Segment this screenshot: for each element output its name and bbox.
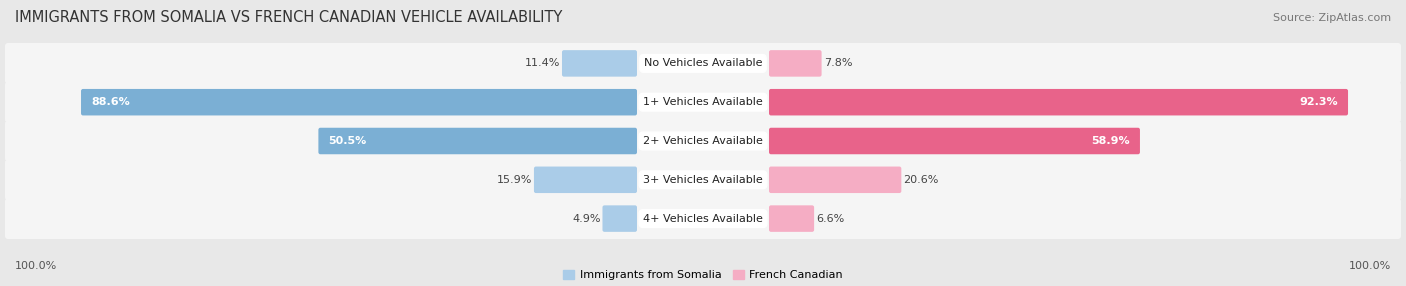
FancyBboxPatch shape [6, 82, 1400, 123]
Text: 2+ Vehicles Available: 2+ Vehicles Available [643, 136, 763, 146]
FancyBboxPatch shape [603, 205, 637, 232]
Text: 3+ Vehicles Available: 3+ Vehicles Available [643, 175, 763, 185]
Text: 7.8%: 7.8% [824, 58, 852, 68]
Text: 100.0%: 100.0% [15, 261, 58, 271]
FancyBboxPatch shape [769, 50, 821, 77]
Text: 58.9%: 58.9% [1091, 136, 1130, 146]
Text: IMMIGRANTS FROM SOMALIA VS FRENCH CANADIAN VEHICLE AVAILABILITY: IMMIGRANTS FROM SOMALIA VS FRENCH CANADI… [15, 11, 562, 25]
FancyBboxPatch shape [6, 198, 1400, 239]
FancyBboxPatch shape [6, 43, 1400, 84]
FancyBboxPatch shape [769, 89, 1348, 116]
Text: 15.9%: 15.9% [496, 175, 531, 185]
FancyBboxPatch shape [318, 128, 637, 154]
Legend: Immigrants from Somalia, French Canadian: Immigrants from Somalia, French Canadian [562, 270, 844, 281]
Text: 20.6%: 20.6% [903, 175, 939, 185]
FancyBboxPatch shape [769, 166, 901, 193]
Text: 92.3%: 92.3% [1299, 97, 1339, 107]
Text: 11.4%: 11.4% [524, 58, 560, 68]
Text: Source: ZipAtlas.com: Source: ZipAtlas.com [1272, 13, 1391, 23]
FancyBboxPatch shape [769, 128, 1140, 154]
Text: 100.0%: 100.0% [1348, 261, 1391, 271]
FancyBboxPatch shape [82, 89, 637, 116]
Text: 4.9%: 4.9% [572, 214, 600, 224]
FancyBboxPatch shape [6, 121, 1400, 161]
FancyBboxPatch shape [6, 159, 1400, 200]
FancyBboxPatch shape [769, 205, 814, 232]
FancyBboxPatch shape [562, 50, 637, 77]
Text: 6.6%: 6.6% [815, 214, 845, 224]
Text: 50.5%: 50.5% [329, 136, 367, 146]
Text: 4+ Vehicles Available: 4+ Vehicles Available [643, 214, 763, 224]
FancyBboxPatch shape [534, 166, 637, 193]
Text: 88.6%: 88.6% [91, 97, 129, 107]
Text: 1+ Vehicles Available: 1+ Vehicles Available [643, 97, 763, 107]
Text: No Vehicles Available: No Vehicles Available [644, 58, 762, 68]
